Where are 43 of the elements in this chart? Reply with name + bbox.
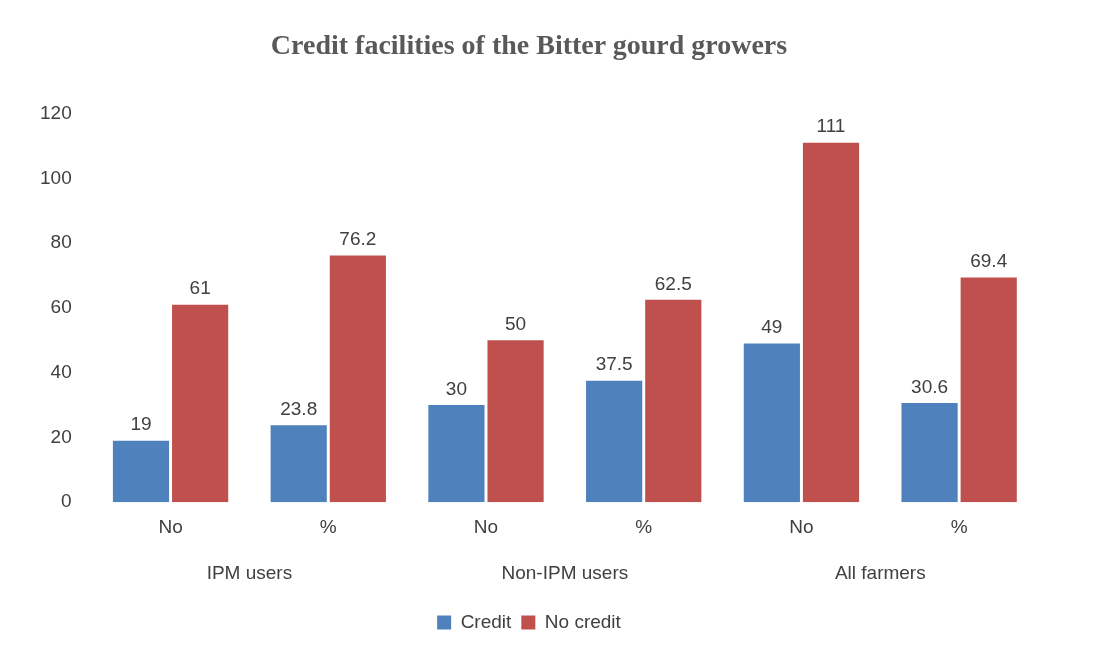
x-tick-label: No [158, 515, 183, 537]
y-tick-label: 0 [61, 490, 72, 512]
data-label: 30.6 [911, 375, 949, 397]
bar [329, 255, 386, 503]
y-tick-label: 80 [50, 231, 72, 253]
data-label: 19 [130, 413, 152, 435]
bar [487, 340, 544, 503]
y-tick-label: 100 [40, 166, 72, 188]
x-tick-label: % [635, 515, 653, 537]
data-label: 30 [445, 377, 467, 399]
bar [802, 142, 860, 503]
x-tick-label: % [319, 515, 337, 537]
data-label: 50 [504, 313, 527, 335]
text: IPM users [206, 561, 293, 583]
data-label: 49 [761, 316, 783, 338]
y-tick-label: 120 [40, 101, 72, 123]
bar [960, 277, 1017, 503]
bar [586, 380, 643, 503]
bar [743, 343, 800, 503]
bar [112, 440, 170, 503]
chart-title: Credit facilities of the Bitter gourd growers [270, 29, 788, 61]
data-label: 111 [816, 115, 846, 137]
data-label: 23.8 [280, 397, 318, 419]
data-label: 69.4 [970, 250, 1008, 272]
y-tick-label: 40 [50, 360, 72, 382]
x-tick-label: % [950, 515, 968, 537]
legend-label: Credit [460, 610, 513, 632]
text: All farmers [834, 561, 926, 583]
data-label: 61 [189, 277, 211, 299]
x-tick-label: No [473, 515, 499, 537]
y-tick-label: 20 [50, 425, 72, 447]
text: Non-IPM users [501, 561, 629, 583]
bar [901, 403, 958, 503]
data-label: 37.5 [595, 353, 633, 375]
x-tick-label: No [789, 515, 814, 537]
data-label: 76.2 [339, 228, 377, 250]
bar [645, 299, 702, 503]
bar [428, 405, 485, 503]
y-tick-label: 60 [50, 296, 72, 318]
legend-label: No credit [544, 610, 622, 632]
data-label: 62.5 [654, 272, 692, 294]
bar [172, 304, 229, 503]
bar [270, 425, 327, 503]
